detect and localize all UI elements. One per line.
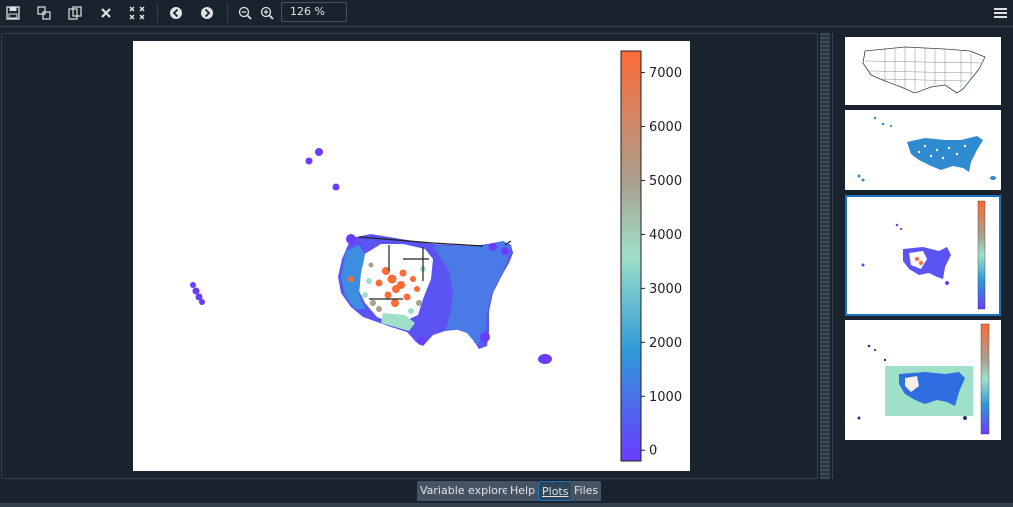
colorbar-tick-label: 6000: [649, 120, 682, 135]
colorbar-tick-label: 3000: [649, 282, 682, 297]
plots-toolbar: 126 %: [0, 0, 1013, 27]
colorbar-tick-label: 7000: [649, 66, 682, 81]
us-scatter-points: [338, 234, 513, 349]
close-all-icon[interactable]: [126, 2, 148, 24]
save-icon[interactable]: [2, 2, 24, 24]
plot-figure: 0 1000 2000 3000 4000 5000 6000 7000: [133, 41, 690, 471]
zoom-in-icon[interactable]: [256, 2, 278, 24]
toolbar-separator: [157, 3, 158, 23]
thumbnail-us-scatter-colorbar[interactable]: [845, 195, 1001, 316]
zoom-level-field[interactable]: 126 %: [281, 2, 347, 22]
colorbar-tick-label: 1000: [649, 390, 682, 405]
scatter-map-plot: 0 1000 2000 3000 4000 5000 6000 7000: [190, 50, 682, 462]
alaska-points: [190, 282, 205, 305]
colorbar-tick-label: 2000: [649, 336, 682, 351]
save-all-icon[interactable]: [33, 2, 55, 24]
tab-plots[interactable]: Plots: [538, 481, 573, 501]
colorbar-tick-label: 5000: [649, 174, 682, 189]
tab-files[interactable]: Files: [571, 481, 602, 501]
bottom-tab-bar: Variable explorer Help Plots Files: [0, 481, 1013, 503]
puerto-rico-points: [538, 354, 552, 364]
thumbnail-us-scatter-blue[interactable]: [845, 110, 1001, 190]
hawaii-points: [305, 148, 340, 191]
colorbar-tick-label: 0: [649, 444, 657, 459]
tab-variable-explorer[interactable]: Variable explorer: [417, 481, 517, 501]
tab-help[interactable]: Help: [507, 481, 539, 501]
pane-splitter-handle[interactable]: [820, 33, 830, 479]
thumbnail-us-scatter-filled-colorbar[interactable]: [845, 320, 1001, 440]
zoom-out-icon[interactable]: [234, 2, 256, 24]
previous-icon[interactable]: [165, 2, 187, 24]
colorbar-tick-label: 4000: [649, 228, 682, 243]
hamburger-menu-icon[interactable]: [989, 2, 1011, 24]
thumbnail-us-map-outline[interactable]: [845, 37, 1001, 105]
toolbar-separator: [227, 3, 228, 23]
plot-thumbnails: [832, 33, 1013, 479]
status-bar: [0, 503, 1013, 507]
colorbar: 0 1000 2000 3000 4000 5000 6000 7000: [620, 50, 682, 462]
next-icon[interactable]: [196, 2, 218, 24]
copy-icon[interactable]: [64, 2, 86, 24]
close-icon[interactable]: [95, 2, 117, 24]
